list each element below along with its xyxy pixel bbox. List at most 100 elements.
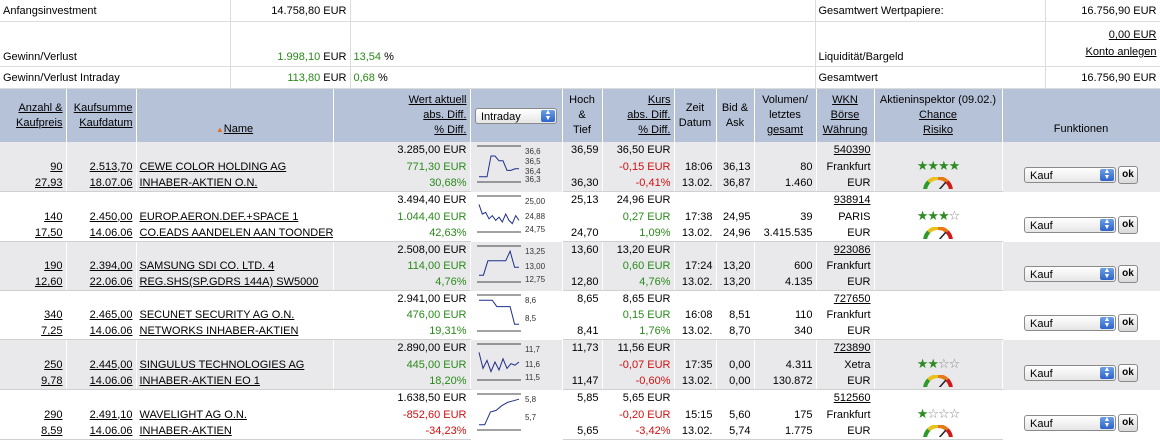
- create-account-link[interactable]: Konto anlegen: [1085, 46, 1157, 58]
- date-cell[interactable]: 14.06.06: [66, 373, 137, 390]
- stock-name-link[interactable]: CEWE COLOR HOLDING AG: [139, 160, 287, 173]
- sort-currency[interactable]: Währung: [822, 124, 868, 136]
- order-type-select[interactable]: Kauf ▲ ▼: [1024, 315, 1116, 332]
- stock-name-link-2[interactable]: NETWORKS INHABER-AKTIEN: [139, 325, 299, 337]
- purchase-date-link[interactable]: 14.06.06: [89, 425, 133, 437]
- stock-name-link-2[interactable]: INHABER-AKTIEN EO 1: [139, 375, 260, 387]
- sum-cell[interactable]: 2.491,10: [66, 406, 137, 423]
- qty-cell[interactable]: 190: [0, 258, 67, 274]
- wkn-link[interactable]: 540390: [833, 144, 871, 156]
- name-cell[interactable]: SAMSUNG SDI CO. LTD. 4: [136, 258, 334, 274]
- stock-name-link-2[interactable]: CO.EADS AANDELEN AAN TOONDER EO: [139, 227, 333, 239]
- date-cell[interactable]: 14.06.06: [66, 323, 137, 340]
- quantity-link[interactable]: 340: [44, 309, 63, 321]
- stock-name-link[interactable]: EUROP.AERON.DEF.+SPACE 1: [139, 210, 299, 223]
- date-cell[interactable]: 22.06.06: [66, 274, 137, 291]
- date-cell[interactable]: 14.06.06: [66, 225, 137, 242]
- ok-button[interactable]: ok: [1118, 265, 1138, 284]
- sum-cell[interactable]: 2.513,70: [66, 158, 137, 175]
- sum-cell[interactable]: 2.450,00: [66, 208, 137, 225]
- name-cell[interactable]: WAVELIGHT AG O.N.: [136, 406, 334, 423]
- purchase-price-link[interactable]: 12,60: [34, 276, 63, 288]
- quantity-link[interactable]: 90: [50, 160, 63, 173]
- name-cell-2[interactable]: INHABER-AKTIEN: [136, 423, 334, 440]
- sort-risk[interactable]: Risiko: [923, 124, 953, 136]
- wkn-cell[interactable]: 727650: [816, 290, 875, 307]
- name-cell-2[interactable]: INHABER-AKTIEN EO 1: [136, 373, 334, 390]
- quantity-link[interactable]: 190: [44, 260, 63, 272]
- qty-cell[interactable]: 140: [0, 208, 67, 225]
- sort-price[interactable]: Kaufpreis: [16, 116, 63, 129]
- wkn-link[interactable]: 923086: [833, 244, 871, 256]
- stock-name-link-2[interactable]: INHABER-AKTIEN O.N.: [139, 177, 258, 189]
- sort-pct-diff[interactable]: % Diff.: [434, 124, 467, 136]
- col-qty-price[interactable]: Anzahl & Kaufpreis: [0, 89, 67, 142]
- intraday-sparkline[interactable]: 8,6 8,5: [470, 290, 563, 340]
- intraday-sparkline[interactable]: 13,25 13,00 12,75: [470, 241, 563, 291]
- ok-button[interactable]: ok: [1118, 314, 1138, 333]
- sort-quote-abs[interactable]: abs. Diff.: [627, 109, 671, 121]
- purchase-sum-link[interactable]: 2.465,00: [89, 309, 133, 321]
- intraday-sparkline[interactable]: 25,00 24,88 24,75: [470, 191, 563, 242]
- sort-name[interactable]: Name: [223, 123, 254, 135]
- wkn-link[interactable]: 512560: [833, 392, 871, 404]
- purchase-date-link[interactable]: 18.07.06: [89, 177, 133, 189]
- name-cell-2[interactable]: CO.EADS AANDELEN AAN TOONDER EO: [136, 225, 334, 242]
- col-quote[interactable]: Kurs abs. Diff. % Diff.: [602, 89, 675, 142]
- order-type-select[interactable]: Kauf ▲ ▼: [1024, 414, 1116, 431]
- stock-name-link-2[interactable]: INHABER-AKTIEN: [139, 425, 232, 437]
- wkn-link[interactable]: 723890: [833, 342, 871, 354]
- sort-abs-diff[interactable]: abs. Diff.: [423, 109, 467, 121]
- sort-exchange[interactable]: Börse: [830, 109, 860, 121]
- quantity-link[interactable]: 290: [44, 408, 63, 421]
- date-cell[interactable]: 14.06.06: [66, 423, 137, 440]
- wkn-cell[interactable]: 923086: [816, 241, 875, 258]
- ok-button[interactable]: ok: [1118, 413, 1138, 432]
- purchase-sum-link[interactable]: 2.513,70: [89, 160, 133, 173]
- purchase-price-link[interactable]: 17,50: [34, 227, 63, 239]
- qty-cell[interactable]: 290: [0, 406, 67, 423]
- wkn-link[interactable]: 727650: [833, 293, 871, 305]
- name-cell-2[interactable]: REG.SHS(SP.GDRS 144A) SW5000: [136, 274, 334, 291]
- sort-qty[interactable]: Anzahl &: [18, 101, 63, 114]
- purchase-price-link[interactable]: 27,93: [34, 177, 63, 189]
- col-name[interactable]: ▲Name: [136, 89, 334, 142]
- purchase-date-link[interactable]: 22.06.06: [89, 276, 133, 288]
- price-cell[interactable]: 7,25: [0, 323, 67, 340]
- ok-button[interactable]: ok: [1118, 363, 1138, 382]
- date-cell[interactable]: 18.07.06: [66, 175, 137, 192]
- price-cell[interactable]: 17,50: [0, 225, 67, 242]
- order-type-select[interactable]: Kauf ▲ ▼: [1024, 216, 1116, 233]
- quantity-link[interactable]: 250: [44, 358, 63, 371]
- ok-button[interactable]: ok: [1118, 215, 1138, 234]
- col-inspector[interactable]: Aktieninspektor (09.02.) Chance Risiko: [874, 89, 1003, 142]
- order-type-select[interactable]: Kauf ▲ ▼: [1024, 166, 1116, 183]
- name-cell[interactable]: EUROP.AERON.DEF.+SPACE 1: [136, 208, 334, 225]
- purchase-price-link[interactable]: 7,25: [41, 325, 63, 337]
- name-cell-2[interactable]: INHABER-AKTIEN O.N.: [136, 175, 334, 192]
- price-cell[interactable]: 27,93: [0, 175, 67, 192]
- qty-cell[interactable]: 250: [0, 356, 67, 373]
- sum-cell[interactable]: 2.465,00: [66, 307, 137, 323]
- quantity-link[interactable]: 140: [44, 210, 63, 223]
- qty-cell[interactable]: 90: [0, 158, 67, 175]
- wkn-cell[interactable]: 512560: [816, 389, 875, 406]
- purchase-date-link[interactable]: 14.06.06: [89, 325, 133, 337]
- price-cell[interactable]: 12,60: [0, 274, 67, 291]
- stock-name-link[interactable]: SAMSUNG SDI CO. LTD. 4: [139, 260, 275, 272]
- sort-sum[interactable]: Kaufsumme: [73, 101, 133, 114]
- sort-wkn[interactable]: WKN: [832, 94, 858, 106]
- cash-value[interactable]: 0,00 EUR: [1108, 29, 1157, 41]
- qty-cell[interactable]: 340: [0, 307, 67, 323]
- purchase-date-link[interactable]: 14.06.06: [89, 375, 133, 387]
- col-volume[interactable]: Volumen/ letztes gesamt: [754, 89, 817, 142]
- intraday-sparkline[interactable]: 11,7 11,6 11,5: [470, 339, 563, 390]
- col-value[interactable]: Wert aktuell abs. Diff. % Diff.: [333, 89, 471, 142]
- wkn-link[interactable]: 938914: [833, 194, 871, 206]
- wkn-cell[interactable]: 540390: [816, 142, 875, 158]
- purchase-sum-link[interactable]: 2.394,00: [89, 260, 133, 272]
- sort-volume-total[interactable]: gesamt: [766, 124, 804, 136]
- sum-cell[interactable]: 2.445,00: [66, 356, 137, 373]
- col-sum-date[interactable]: Kaufsumme Kaufdatum: [66, 89, 137, 142]
- stock-name-link[interactable]: SINGULUS TECHNOLOGIES AG: [139, 358, 305, 371]
